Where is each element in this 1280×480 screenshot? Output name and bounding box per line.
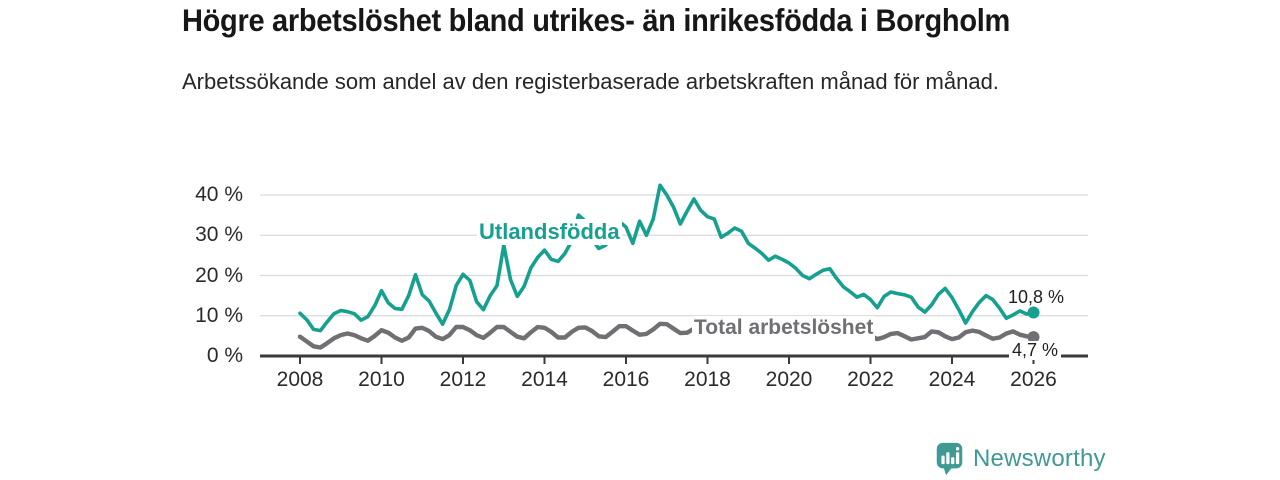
x-tick-label: 2016 bbox=[602, 368, 650, 391]
y-tick-label: 30 % bbox=[195, 223, 243, 247]
series-label-utlandsfodda: Utlandsfödda bbox=[477, 219, 622, 245]
chart-subtitle: Arbetssökande som andel av den registerb… bbox=[182, 69, 999, 94]
y-tick-label: 40 % bbox=[195, 183, 243, 206]
series-end-dot-0 bbox=[1027, 306, 1040, 319]
x-tick-label: 2020 bbox=[765, 368, 813, 391]
end-value-label-total: 4,7 % bbox=[1008, 341, 1062, 360]
page-title: Högre arbetslöshet bland utrikes- än inr… bbox=[182, 4, 1010, 39]
series-line-0 bbox=[298, 183, 1036, 333]
series-end-dot-1 bbox=[1027, 331, 1040, 344]
x-tick-label: 2014 bbox=[521, 368, 568, 391]
x-tick-label: 2026 bbox=[1010, 368, 1057, 391]
end-value-label-utlandsfodda: 10,8 % bbox=[1007, 287, 1065, 307]
x-tick-label: 2022 bbox=[847, 368, 894, 391]
series-label-total: Total arbetslöshet bbox=[692, 316, 876, 340]
x-tick-label: 2010 bbox=[358, 368, 405, 391]
y-tick-label: 20 % bbox=[195, 263, 243, 287]
x-tick-label: 2008 bbox=[276, 368, 324, 391]
newsworthy-logo: Newsworthy bbox=[935, 442, 1106, 476]
series-line-1 bbox=[297, 321, 1036, 350]
newsworthy-bar-chart-icon bbox=[936, 442, 963, 476]
y-tick-label: 10 % bbox=[195, 303, 243, 327]
x-tick-label: 2012 bbox=[439, 368, 487, 391]
brand-name: Newsworthy bbox=[973, 445, 1106, 472]
x-tick-label: 2018 bbox=[684, 368, 731, 391]
x-tick-label: 2024 bbox=[928, 368, 976, 391]
y-tick-label: 0 % bbox=[206, 344, 243, 367]
